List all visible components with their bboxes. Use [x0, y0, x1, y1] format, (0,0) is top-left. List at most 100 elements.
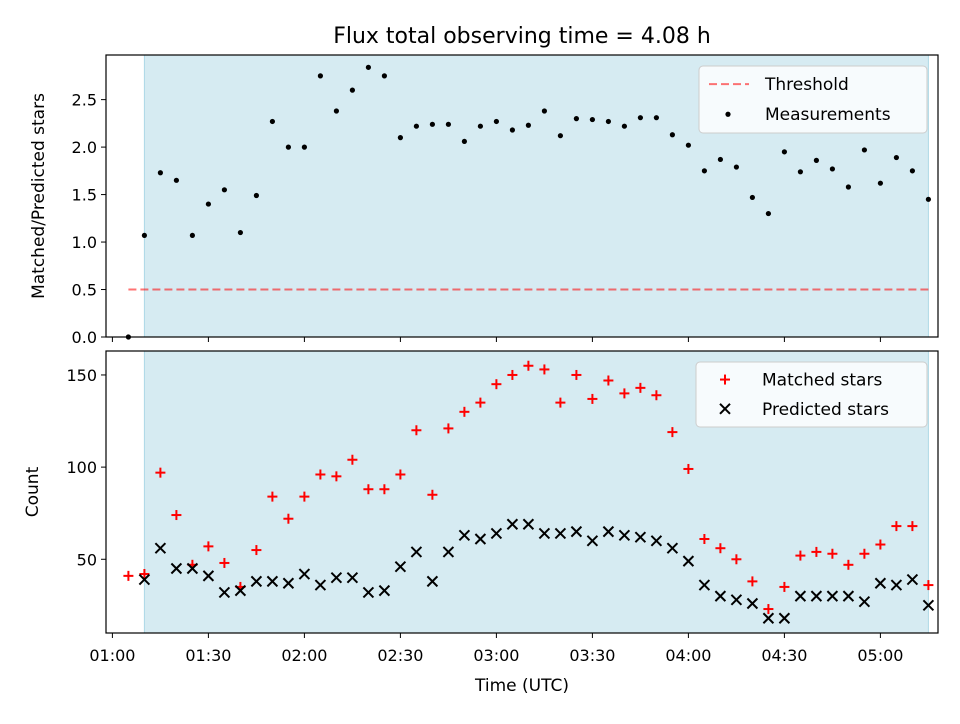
matched-star-point [171, 510, 182, 521]
measurement-point [877, 180, 884, 186]
y-tick-label: 150 [66, 366, 97, 385]
predicted-star-point [810, 590, 823, 602]
measurement-point [461, 138, 467, 145]
measurement-point [813, 157, 820, 163]
measurement-point [429, 121, 435, 127]
legend-label: Predicted stars [762, 400, 889, 420]
matched-star-point [203, 541, 214, 552]
matched-star-point [299, 491, 310, 502]
measurement-point [189, 232, 195, 239]
predicted-star-point [874, 577, 887, 589]
predicted-star-point [490, 527, 503, 540]
predicted-star-point [554, 527, 567, 540]
x-tick-label: 02:00 [281, 646, 327, 665]
measurement-point [845, 184, 852, 190]
predicted-star-point [906, 573, 919, 586]
x-tick-label: 04:30 [761, 646, 807, 665]
measurement-point [909, 168, 916, 174]
y-tick-label: 2.0 [72, 138, 97, 157]
matched-star-point [363, 484, 374, 495]
legend-predicted-swatch [719, 403, 731, 415]
measurement-point [589, 116, 596, 123]
predicted-star-point [890, 579, 903, 591]
legend-box [695, 361, 928, 428]
predicted-star-point [778, 612, 791, 624]
measurement-point [781, 149, 788, 155]
measurement-point [333, 108, 339, 114]
x-tick-label: 05:00 [857, 646, 903, 665]
axes-frame [105, 350, 939, 634]
measurement-point [237, 229, 243, 236]
figure-title: Flux total observing time = 4.08 h [333, 24, 711, 49]
x-tick-label: 01:30 [185, 646, 231, 665]
predicted-star-point [218, 586, 231, 599]
measurement-point [269, 118, 275, 125]
matched-star-point [859, 548, 870, 559]
matched-star-point [315, 469, 326, 480]
matched-star-point [251, 545, 262, 556]
x-tick-label: 01:00 [89, 646, 135, 665]
predicted-star-point [826, 590, 839, 602]
matched-star-point [155, 467, 166, 478]
matched-star-point [603, 375, 614, 386]
matched-star-point [283, 513, 294, 524]
matched-star-point [395, 469, 406, 480]
predicted-star-point [586, 535, 599, 547]
predicted-star-point [634, 531, 647, 543]
predicted-star-point [346, 571, 359, 584]
matched-star-point [811, 546, 822, 557]
predicted-star-point [858, 595, 871, 608]
measurement-point [573, 116, 580, 122]
predicted-star-point [474, 533, 487, 545]
matched-star-point [907, 521, 918, 532]
predicted-star-point [762, 612, 775, 624]
matched-star-point [523, 360, 534, 371]
measurement-point [733, 164, 740, 170]
measurement-point [525, 122, 532, 128]
measurement-point [157, 170, 163, 176]
predicted-star-point [682, 555, 695, 567]
measurement-point [717, 156, 724, 163]
matched-star-point [619, 388, 630, 399]
predicted-star-point [650, 535, 663, 547]
measurement-point [141, 232, 147, 239]
measurement-point [493, 118, 499, 125]
predicted-star-point [170, 562, 183, 575]
y-tick-label: 2.5 [72, 91, 97, 110]
measurement-point [413, 123, 419, 129]
y-axis-label: Matched/Predicted stars [29, 93, 49, 299]
matched-star-point [379, 484, 390, 495]
measurement-point [829, 166, 836, 172]
matched-star-point [443, 423, 454, 434]
matched-star-point [699, 534, 710, 544]
matched-star-point [843, 559, 854, 570]
matched-star-point [571, 369, 582, 380]
measurement-point [893, 154, 900, 161]
predicted-star-point [314, 579, 327, 591]
measurement-point [637, 115, 644, 121]
predicted-star-point [730, 594, 743, 606]
y-axis-label: Count [23, 466, 43, 517]
measurement-point [685, 142, 692, 148]
matched-star-point [763, 604, 774, 615]
matched-star-point [507, 369, 518, 380]
matched-star-point [427, 489, 438, 500]
predicted-star-point [458, 529, 471, 542]
legend-label: Matched stars [762, 371, 882, 391]
predicted-star-point [698, 579, 711, 591]
x-tick-label: 02:30 [377, 646, 423, 665]
matched-star-point [139, 569, 150, 580]
measurement-point [477, 123, 483, 129]
measurement-point [797, 169, 804, 175]
x-axis-label: Time (UTC) [474, 676, 569, 696]
matched-star-point [411, 425, 422, 436]
predicted-star-point [298, 568, 311, 580]
predicted-star-point [426, 575, 439, 588]
measurement-point [557, 133, 564, 139]
measurement-point [541, 108, 548, 114]
matched-star-point [459, 406, 470, 417]
legend: Matched stars Predicted stars [695, 361, 928, 428]
matched-star-point [539, 364, 550, 375]
measurement-point [365, 64, 371, 70]
legend-measurement-swatch [725, 111, 731, 117]
